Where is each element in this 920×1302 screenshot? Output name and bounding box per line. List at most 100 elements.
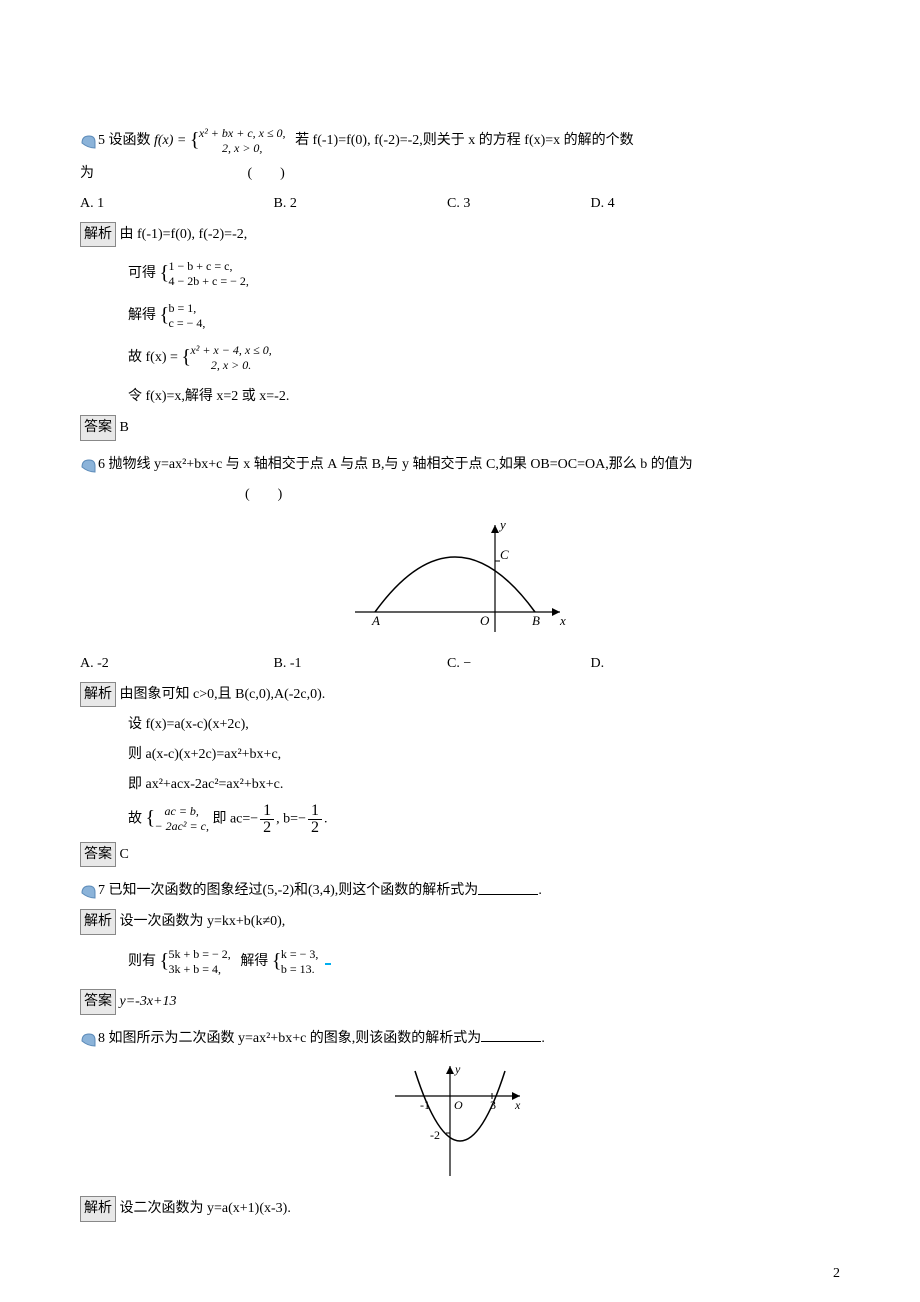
q6-A-label: A: [371, 613, 380, 628]
q5-l2-text: 为: [80, 166, 94, 181]
q6-dot: .: [324, 811, 328, 826]
q5-fn: f(x) =: [154, 133, 186, 148]
q6-sys-a: ac = b,: [155, 804, 209, 819]
q7-explain-1: 解析 设一次函数为 y=kx+b(k≠0),: [80, 909, 840, 935]
q8-O-label: O: [454, 1098, 463, 1112]
q5-sys2: 解得 b = 1, c = − 4,: [80, 301, 840, 331]
q6-b-num: 1: [308, 803, 322, 820]
q5-piecewise: x² + bx + c, x ≤ 0, 2, x > 0,: [190, 126, 286, 156]
q6-paren: ( ): [245, 487, 282, 502]
q8-parabola-svg: y x O -1 3 -2: [390, 1061, 530, 1181]
q7-blank: [478, 881, 538, 895]
q8-bullet-icon: [80, 1031, 96, 1047]
q8-blank: [481, 1028, 541, 1042]
q5-pw2-brace: x² + x − 4, x ≤ 0, 2, x > 0.: [181, 343, 271, 373]
q8-number: 8: [98, 1027, 105, 1051]
q7-stem-text: 已知一次函数的图象经过(5,-2)和(3,4),则这个函数的解析式为: [109, 884, 479, 899]
q5-gu-text: 故 f(x) =: [128, 351, 178, 366]
q5-last: 令 f(x)=x,解得 x=2 或 x=-2.: [80, 385, 840, 409]
q6-explain-2: 设 f(x)=a(x-c)(x+2c),: [80, 713, 840, 737]
q5-jiede: 解得: [128, 309, 156, 324]
q7-explain-1-text: 设一次函数为 y=kx+b(k≠0),: [120, 914, 286, 929]
q5-sys1-brace: 1 − b + c = c, 4 − 2b + c = − 2,: [160, 259, 249, 289]
q5-sys1: 可得 1 − b + c = c, 4 − 2b + c = − 2,: [80, 259, 840, 289]
q6-sys-brace: ac = b, − 2ac² = c,: [146, 804, 209, 834]
q8-stem: 8 如图所示为二次函数 y=ax²+bx+c 的图象,则该函数的解析式为.: [80, 1027, 840, 1051]
q5-number: 5: [98, 129, 105, 153]
q6-opt-a[interactable]: A. -2: [80, 652, 270, 676]
q7-number: 7: [98, 879, 105, 903]
q7-sys1-brace: 5k + b = − 2, 3k + b = 4,: [160, 947, 231, 977]
q5-daan-label: 答案: [80, 415, 116, 441]
q5-pw-2: 2, x > 0,: [199, 141, 286, 156]
q6-explain-4: 即 ax²+acx-2ac²=ax²+bx+c.: [80, 773, 840, 797]
q5-text-1: 设函数: [109, 133, 155, 148]
q6-O-label: O: [480, 613, 490, 628]
q7-sys1-b: 3k + b = 4,: [169, 962, 231, 977]
q8-jiexi-label: 解析: [80, 1196, 116, 1222]
q5-explain-1: 解析 由 f(-1)=f(0), f(-2)=-2,: [80, 222, 840, 248]
q5-answer-val: B: [120, 420, 129, 435]
q8-explain-1-text: 设二次函数为 y=a(x+1)(x-3).: [120, 1201, 291, 1216]
q6-answer: 答案 C: [80, 842, 840, 868]
page-container: 5 设函数 f(x) = x² + bx + c, x ≤ 0, 2, x > …: [0, 0, 920, 1302]
q7-sys2-a: k = − 3,: [281, 947, 319, 962]
q6-y-label: y: [498, 517, 506, 532]
q5-stem: 5 设函数 f(x) = x² + bx + c, x ≤ 0, 2, x > …: [80, 126, 840, 156]
q5-sys1-a: 1 − b + c = c,: [169, 259, 249, 274]
q6-opt-d[interactable]: D.: [591, 652, 605, 676]
q5-answer: 答案 B: [80, 415, 840, 441]
q6-B-label: B: [532, 613, 540, 628]
q6-x-label: x: [559, 613, 566, 628]
q6-number: 6: [98, 453, 105, 477]
q6-answer-val: C: [120, 847, 129, 862]
q6-stem-text: 抛物线 y=ax²+bx+c 与 x 轴相交于点 A 与点 B,与 y 轴相交于…: [109, 457, 693, 472]
q6-ac-num: 1: [260, 803, 274, 820]
q5-sys2-a: b = 1,: [169, 301, 206, 316]
q6-gu-text: 故: [128, 811, 142, 826]
q5-jiexi-label: 解析: [80, 222, 116, 248]
q6-figure: y x A B C O: [80, 517, 840, 642]
q6-C-label: C: [500, 547, 509, 562]
q5-sys2-brace: b = 1, c = − 4,: [160, 301, 206, 331]
q7-daan-label: 答案: [80, 989, 116, 1015]
q5-opt-d[interactable]: D. 4: [591, 192, 615, 216]
q8-stem-text: 如图所示为二次函数 y=ax²+bx+c 的图象,则该函数的解析式为: [109, 1031, 482, 1046]
q6-options: A. -2 B. -1 C. − D.: [80, 652, 840, 676]
q7-ze: 则有: [128, 954, 156, 969]
q7-answer: 答案 y=-3x+13: [80, 989, 840, 1015]
q6-opt-b[interactable]: B. -1: [274, 652, 444, 676]
q6-b-frac: 12: [308, 803, 322, 836]
q7-jiexi-label: 解析: [80, 909, 116, 935]
q6-b-den: 2: [308, 820, 322, 836]
q5-opt-b[interactable]: B. 2: [274, 192, 444, 216]
q5-text-2: 若 f(-1)=f(0), f(-2)=-2,则关于 x 的方程 f(x)=x …: [295, 133, 634, 148]
q8-figure: y x O -1 3 -2: [80, 1061, 840, 1186]
q5-stem-line2: 为 ( ): [80, 162, 840, 186]
q7-answer-val: y=-3x+13: [120, 994, 177, 1009]
q7-bullet-icon: [80, 883, 96, 899]
q7-sys: 则有 5k + b = − 2, 3k + b = 4, 解得 k = − 3,…: [80, 947, 840, 977]
q6-stem: 6 抛物线 y=ax²+bx+c 与 x 轴相交于点 A 与点 B,与 y 轴相…: [80, 453, 840, 477]
q7-jiede: 解得: [240, 954, 268, 969]
q5-opt-a[interactable]: A. 1: [80, 192, 270, 216]
q5-explain-1-text: 由 f(-1)=f(0), f(-2)=-2,: [120, 227, 248, 242]
q6-daan-label: 答案: [80, 842, 116, 868]
q8-y-label: y: [454, 1062, 461, 1076]
q8-explain-1: 解析 设二次函数为 y=a(x+1)(x-3).: [80, 1196, 840, 1222]
q6-opt-c[interactable]: C. −: [447, 652, 587, 676]
q5-gu: 故 f(x) = x² + x − 4, x ≤ 0, 2, x > 0.: [80, 343, 840, 373]
q6-paren-line: ( ): [80, 483, 840, 507]
q6-explain-1-text: 由图象可知 c>0,且 B(c,0),A(-2c,0).: [120, 687, 326, 702]
q6-parabola-svg: y x A B C O: [350, 517, 570, 637]
q5-sys2-b: c = − 4,: [169, 316, 206, 331]
q5-opt-c[interactable]: C. 3: [447, 192, 587, 216]
q5-sys1-b: 4 − 2b + c = − 2,: [169, 274, 249, 289]
q6-sys-b: − 2ac² = c,: [155, 819, 209, 834]
q8-x-label: x: [514, 1098, 521, 1112]
q8-neg1-label: -1: [420, 1098, 430, 1112]
q7-sys2-brace: k = − 3, b = 13.: [272, 947, 319, 977]
q7-sys1-a: 5k + b = − 2,: [169, 947, 231, 962]
q6-gu: 故 ac = b, − 2ac² = c, 即 ac=−12, b=−12.: [80, 803, 840, 836]
q5-kede: 可得: [128, 267, 156, 282]
